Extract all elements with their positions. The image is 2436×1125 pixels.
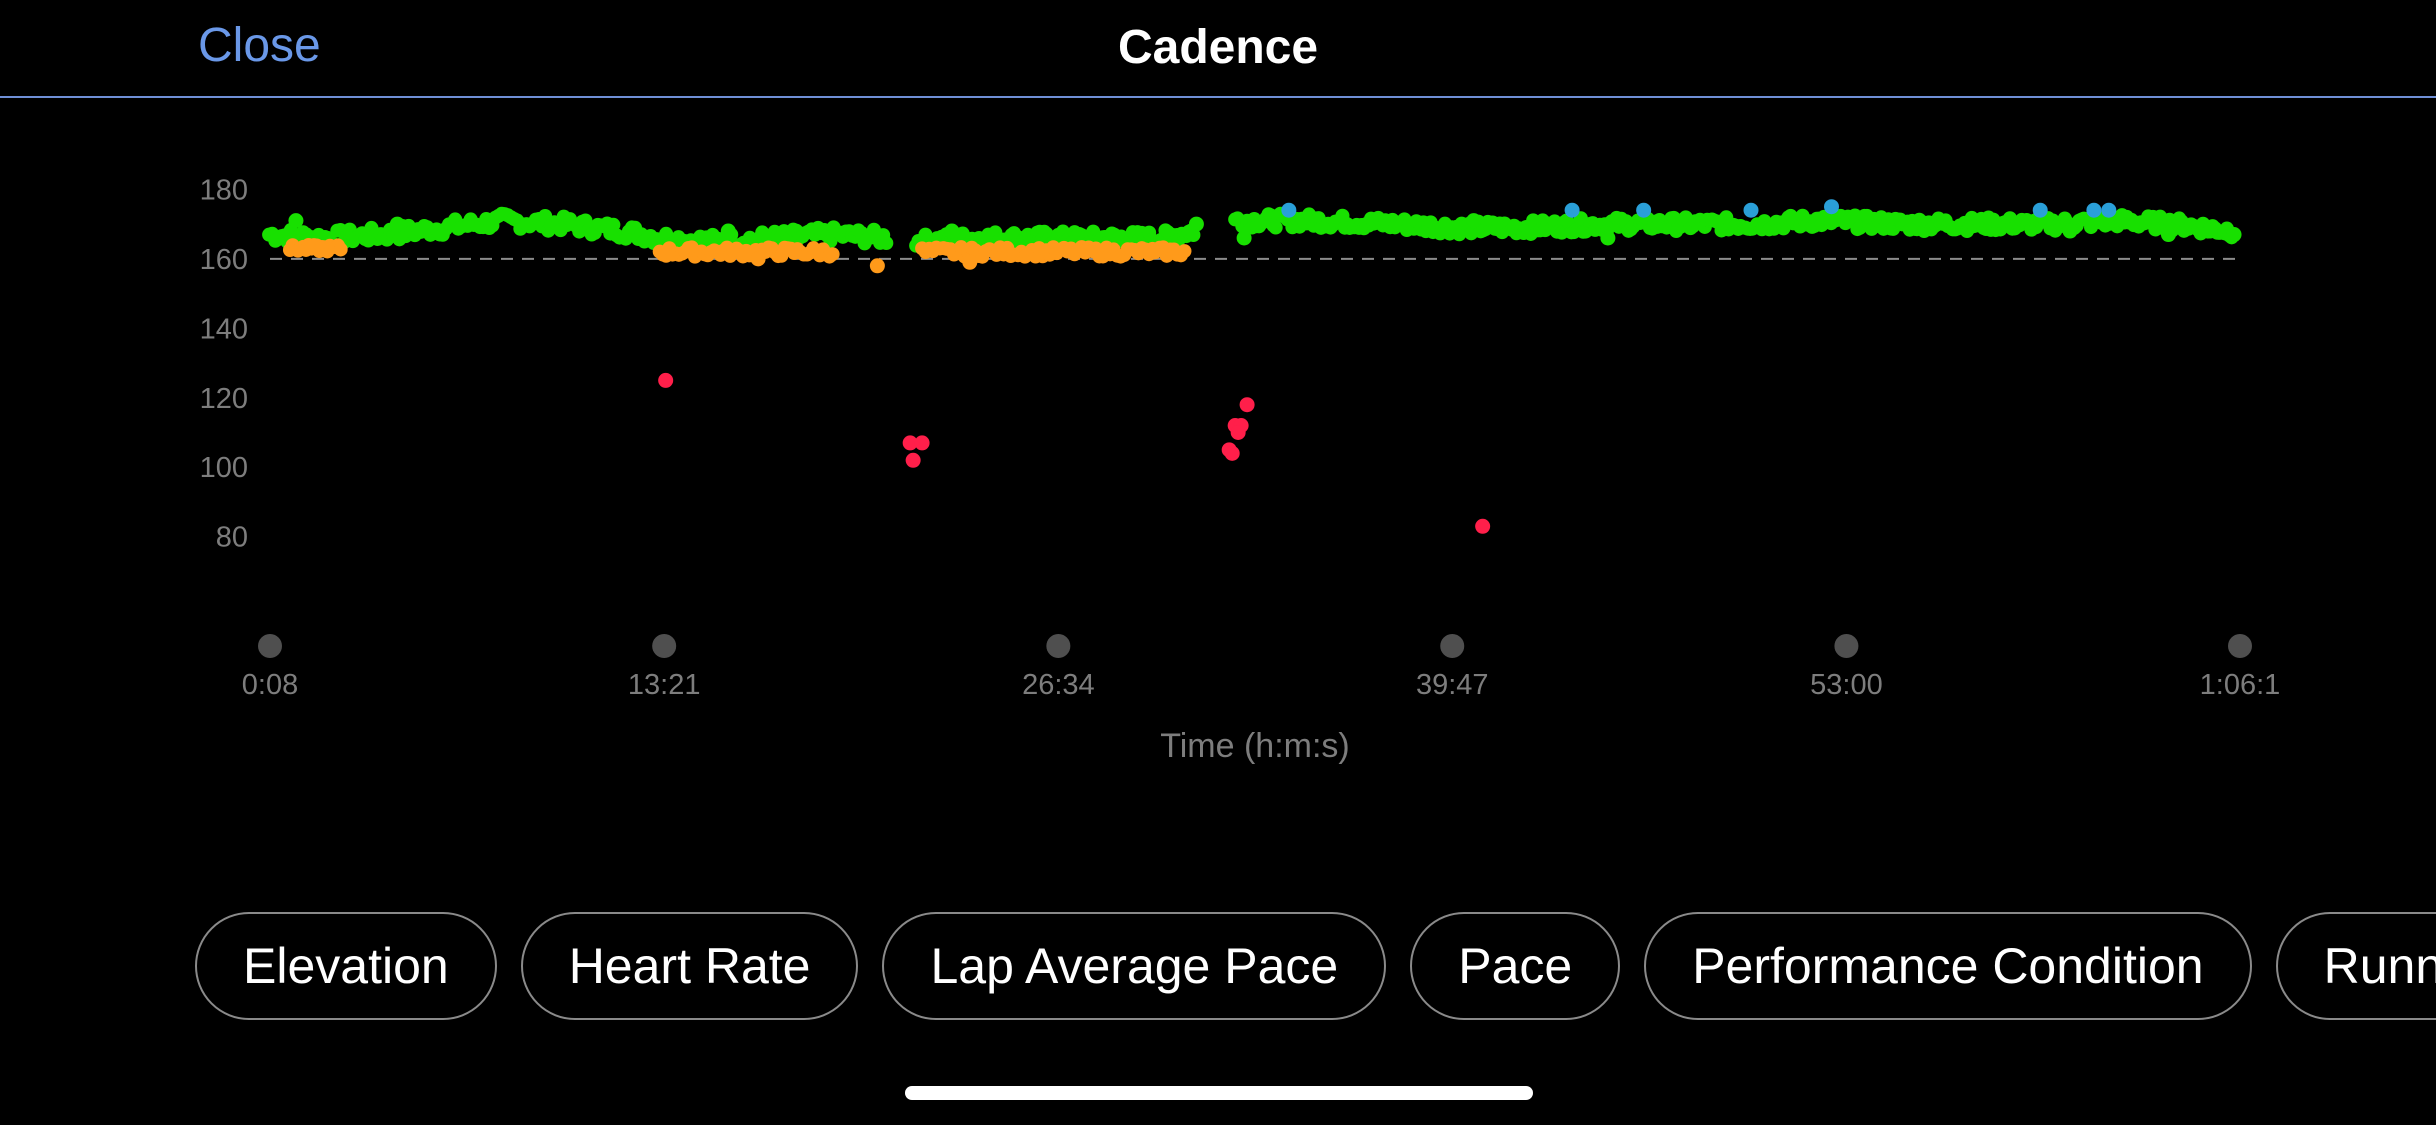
filter-pill[interactable]: Performance Condition — [1644, 912, 2252, 1020]
x-tick-marker — [1046, 634, 1071, 658]
data-point — [1824, 199, 1840, 215]
data-point — [333, 242, 348, 257]
filter-pill[interactable]: Elevation — [195, 912, 497, 1020]
y-tick-label: 120 — [200, 383, 248, 415]
data-point — [2101, 202, 2117, 218]
y-tick-label: 160 — [200, 244, 248, 276]
metric-filter-bar[interactable]: Elevation Heart Rate Lap Average Pace Pace P… — [195, 912, 2436, 1022]
x-tick-marker — [1834, 634, 1859, 658]
data-point — [1281, 202, 1297, 218]
data-point — [750, 251, 766, 267]
data-point — [2032, 202, 2048, 218]
filter-pill[interactable]: Lap Average Pace — [882, 912, 1387, 1020]
data-point — [1239, 397, 1255, 413]
data-point — [389, 216, 405, 232]
data-point — [869, 258, 885, 274]
x-tick-marker — [258, 634, 282, 658]
cadence-chart: 180 160 140 120 100 80 0:08 13:21 26:34 39:47 53:0… — [200, 174, 2281, 765]
data-point — [902, 435, 918, 451]
data-point — [2202, 223, 2218, 239]
data-point — [962, 254, 978, 270]
x-tick-label: 39:47 — [1416, 669, 1489, 701]
data-point — [2226, 227, 2242, 243]
data-point — [1177, 244, 1192, 259]
home-indicator — [905, 1086, 1533, 1100]
data-point — [944, 223, 960, 239]
data-point — [1268, 220, 1283, 235]
y-tick-label: 100 — [200, 452, 248, 484]
data-point — [288, 213, 304, 229]
data-point — [2160, 227, 2176, 243]
data-point — [1564, 202, 1580, 218]
x-tick-label: 1:06:1 — [2200, 669, 2281, 701]
page-title: Cadence — [1117, 21, 1319, 74]
x-tick-label: 0:08 — [242, 669, 298, 701]
data-point — [1475, 518, 1491, 534]
data-point — [1230, 424, 1246, 440]
filter-pill[interactable]: Heart Rate — [520, 912, 859, 1020]
x-tick-label: 26:34 — [1022, 669, 1095, 701]
y-tick-label: 180 — [200, 174, 248, 206]
data-point — [1600, 230, 1616, 246]
data-point — [1636, 202, 1652, 218]
x-tick-marker — [2228, 634, 2252, 658]
data-point — [825, 247, 840, 262]
filter-pill[interactable]: Pace — [1410, 912, 1621, 1020]
data-point — [1147, 244, 1163, 260]
data-point — [1466, 213, 1482, 229]
data-point — [720, 223, 736, 239]
x-axis-title: Time (h:m:s) — [1160, 727, 1350, 765]
data-point — [2086, 202, 2102, 218]
data-point — [1236, 230, 1252, 246]
x-tick-label: 53:00 — [1810, 669, 1883, 701]
data-point — [658, 372, 674, 388]
close-button[interactable]: Close — [198, 19, 321, 72]
x-tick-label: 13:21 — [628, 669, 701, 701]
y-tick-label: 140 — [200, 313, 248, 345]
data-point — [905, 452, 921, 468]
x-tick-marker — [1440, 634, 1465, 658]
data-point — [879, 236, 894, 251]
data-point — [914, 435, 930, 451]
filter-pill[interactable]: Running Dynamics — [2275, 912, 2436, 1020]
nav-bar: Close Cadence — [0, 0, 2436, 98]
x-tick-marker — [652, 634, 677, 658]
data-point — [1224, 445, 1240, 461]
data-point — [2062, 223, 2078, 239]
y-tick-label: 80 — [216, 522, 248, 554]
data-point — [1743, 202, 1759, 218]
data-point — [1188, 216, 1204, 232]
